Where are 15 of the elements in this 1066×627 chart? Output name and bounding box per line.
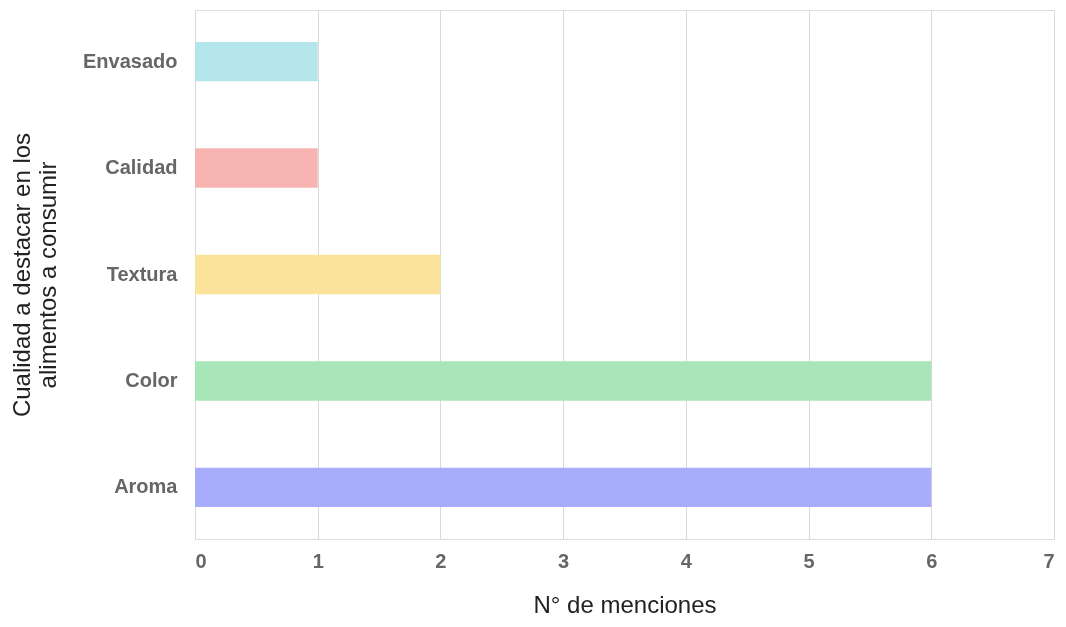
x-tick-label: 7 (1043, 549, 1055, 572)
y-tick-label: Aroma (114, 475, 179, 498)
x-tick-label: 2 (435, 549, 447, 572)
x-tick-label: 6 (926, 549, 938, 572)
x-tick-label: 5 (803, 549, 815, 572)
x-tick-label: 0 (195, 549, 207, 572)
x-axis-title: N° de menciones (533, 590, 717, 618)
y-tick-label: Calidad (105, 156, 178, 179)
y-tick-label: Textura (106, 262, 179, 285)
x-tick-label: 4 (680, 549, 693, 572)
y-axis-title: Cualidad a destacar en los alimentos a consumir (8, 132, 62, 418)
y-tick-label: Envasado (83, 49, 178, 72)
x-tick-label: 3 (558, 549, 570, 572)
x-tick-label: 1 (312, 549, 324, 572)
y-tick-label: Color (125, 368, 178, 391)
